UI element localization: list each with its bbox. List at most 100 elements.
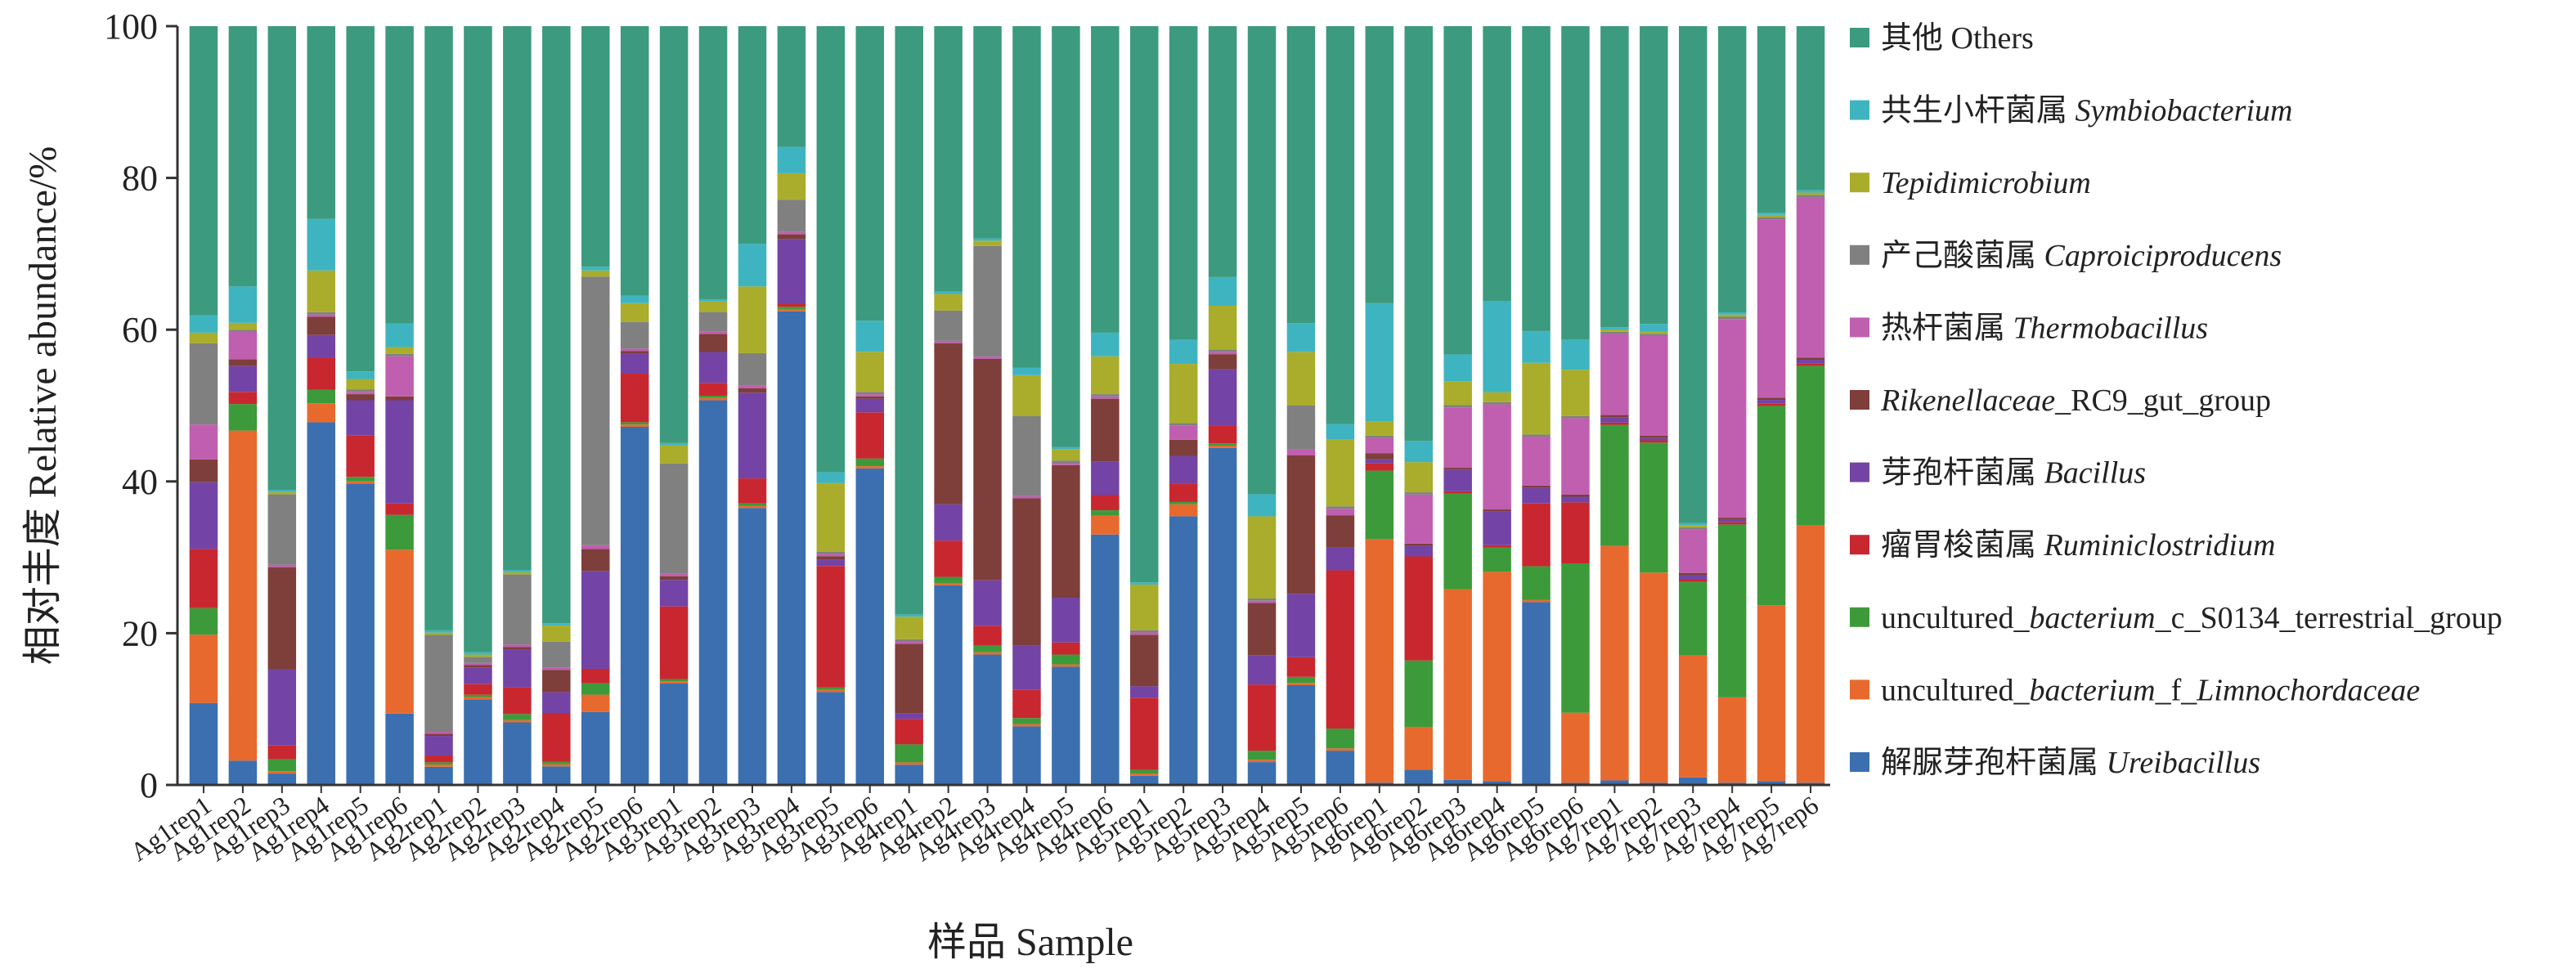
- bar-segment-Ag7rep6-s10: [1796, 26, 1825, 191]
- bar-segment-Ag4rep1-s10: [895, 26, 923, 615]
- bar-segment-Ag4rep4-s3: [1012, 689, 1041, 719]
- bar-segment-Ag6rep4-s8: [1483, 392, 1511, 402]
- bar-segment-Ag5rep4-s3: [1247, 684, 1277, 751]
- bar-segment-Ag4rep1-s2: [895, 744, 923, 763]
- bar-segment-Ag7rep5-s10: [1757, 26, 1786, 213]
- legend-label-1: 共生小杆菌属 Symbiobacterium: [1881, 94, 2292, 128]
- bar-segment-Ag5rep6-s9: [1326, 424, 1355, 440]
- bar-segment-Ag2rep6-s8: [620, 303, 649, 322]
- bar-segment-Ag3rep5-s9: [816, 472, 846, 483]
- bar-segment-Ag1rep4-s2: [307, 389, 336, 404]
- bar-segment-Ag7rep5-s7: [1757, 217, 1786, 220]
- bar-segment-Ag1rep2-s10: [228, 26, 258, 287]
- bar-segment-Ag6rep3-s5: [1443, 468, 1472, 470]
- bar-segment-Ag3rep6-s7: [855, 392, 885, 395]
- bar-segment-Ag5rep3-s4: [1208, 369, 1237, 426]
- bar-segment-Ag3rep4-s2: [777, 307, 806, 309]
- bar-segment-Ag4rep4-s5: [1012, 498, 1041, 646]
- bar-segment-Ag6rep2-s3: [1404, 556, 1434, 661]
- bar-segment-Ag6rep1-s8: [1365, 421, 1394, 436]
- bar-segment-Ag4rep1-s1: [895, 762, 923, 765]
- bar-segment-Ag6rep2-s6: [1404, 494, 1434, 544]
- bar-segment-Ag7rep3-s2: [1679, 581, 1708, 656]
- bar-segment-Ag6rep4-s5: [1483, 509, 1511, 512]
- bar-segment-Ag2rep3-s5: [503, 647, 532, 649]
- bar-segment-Ag1rep2-s5: [228, 359, 258, 366]
- bar-segment-Ag7rep1-s0: [1600, 780, 1629, 785]
- bar-segment-Ag2rep6-s5: [620, 351, 649, 354]
- bar-segment-Ag1rep3-s10: [267, 26, 297, 491]
- bar-segment-Ag1rep5-s5: [346, 394, 375, 401]
- bar-segment-Ag3rep6-s8: [855, 352, 885, 392]
- bar-segment-Ag3rep4-s7: [777, 200, 806, 232]
- bar-segment-Ag5rep1-s6: [1130, 632, 1159, 635]
- bar-segment-Ag2rep4-s6: [542, 667, 571, 670]
- bar-segment-Ag1rep4-s6: [307, 314, 336, 317]
- bar-segment-Ag7rep6-s8: [1796, 192, 1825, 195]
- bar-segment-Ag2rep4-s9: [542, 623, 571, 626]
- bar-segment-Ag2rep1-s3: [424, 756, 453, 763]
- bar-segment-Ag6rep5-s7: [1522, 434, 1551, 437]
- bar-segment-Ag5rep1-s1: [1130, 773, 1159, 776]
- y-tick-label-60: 60: [122, 310, 158, 350]
- bar-segment-Ag1rep6-s6: [385, 356, 414, 397]
- y-tick-label-40: 40: [122, 462, 158, 502]
- bar-segment-Ag3rep1-s5: [659, 576, 689, 581]
- bar-segment-Ag2rep5-s3: [581, 669, 610, 684]
- bar-segment-Ag4rep4-s6: [1012, 495, 1041, 499]
- bar-segment-Ag3rep5-s5: [816, 556, 846, 560]
- bar-segment-Ag2rep6-s3: [620, 374, 649, 423]
- bar-segment-Ag6rep3-s10: [1443, 26, 1472, 355]
- bar-segment-Ag7rep5-s9: [1757, 213, 1786, 215]
- bar-segment-Ag1rep3-s8: [267, 491, 297, 495]
- bar-segment-Ag6rep5-s10: [1522, 26, 1551, 331]
- bar-segment-Ag6rep4-s7: [1483, 401, 1511, 405]
- bar-segment-Ag6rep6-s4: [1561, 496, 1590, 503]
- bar-segment-Ag3rep5-s6: [816, 554, 846, 557]
- bar-segment-Ag5rep1-s0: [1130, 775, 1159, 785]
- bar-segment-Ag5rep3-s7: [1208, 349, 1237, 352]
- bar-segment-Ag2rep2-s0: [464, 699, 492, 785]
- bar-segment-Ag6rep6-s9: [1561, 339, 1590, 370]
- bar-segment-Ag5rep4-s4: [1247, 655, 1277, 685]
- bar-segment-Ag3rep2-s5: [698, 334, 728, 352]
- bar-segment-Ag6rep2-s9: [1404, 441, 1434, 463]
- bar-segment-Ag1rep3-s1: [267, 771, 297, 774]
- bar-segment-Ag4rep1-s8: [895, 617, 923, 639]
- bar-segment-Ag6rep3-s4: [1443, 469, 1472, 491]
- bar-segment-Ag6rep3-s2: [1443, 493, 1472, 590]
- bar-segment-Ag3rep3-s6: [738, 385, 767, 388]
- bar-segment-Ag7rep6-s6: [1796, 197, 1825, 358]
- bar-segment-Ag7rep1-s7: [1600, 331, 1629, 334]
- bar-segment-Ag2rep2-s3: [464, 684, 492, 695]
- bar-segment-Ag7rep5-s3: [1757, 403, 1786, 406]
- bar-segment-Ag4rep3-s3: [973, 626, 1002, 646]
- bar-segment-Ag5rep2-s2: [1169, 501, 1198, 504]
- bar-segment-Ag2rep2-s10: [464, 26, 492, 652]
- bar-segment-Ag6rep6-s10: [1561, 26, 1590, 340]
- bar-segment-Ag4rep1-s9: [895, 614, 923, 617]
- bar-segment-Ag4rep1-s0: [895, 764, 923, 785]
- bar-segment-Ag2rep3-s6: [503, 644, 532, 648]
- bar-segment-Ag4rep3-s10: [973, 26, 1002, 239]
- bar-segment-Ag4rep5-s5: [1052, 464, 1080, 599]
- bar-segment-Ag5rep4-s1: [1247, 760, 1277, 763]
- bar-segment-Ag6rep4-s2: [1483, 547, 1511, 572]
- bar-segment-Ag7rep1-s2: [1600, 424, 1629, 546]
- bar-segment-Ag1rep6-s0: [385, 713, 414, 785]
- bar-segment-Ag5rep5-s7: [1286, 406, 1316, 450]
- bar-segment-Ag3rep3-s0: [738, 508, 767, 785]
- bar-segment-Ag7rep1-s8: [1600, 330, 1629, 332]
- bar-segment-Ag5rep5-s9: [1286, 323, 1316, 352]
- bar-segment-Ag4rep2-s2: [934, 576, 963, 583]
- bar-segment-Ag3rep6-s3: [855, 412, 885, 459]
- legend-swatch-3: [1850, 244, 1869, 265]
- bar-segment-Ag4rep3-s9: [973, 238, 1002, 241]
- bar-segment-Ag5rep6-s5: [1326, 515, 1355, 548]
- bar-segment-Ag6rep3-s0: [1443, 779, 1472, 785]
- bar-segment-Ag4rep2-s10: [934, 26, 963, 292]
- bar-segment-Ag1rep3-s0: [267, 773, 297, 785]
- bar-segment-Ag7rep2-s4: [1640, 437, 1668, 441]
- bar-segment-Ag3rep2-s6: [698, 331, 728, 334]
- bar-segment-Ag3rep4-s9: [777, 146, 806, 173]
